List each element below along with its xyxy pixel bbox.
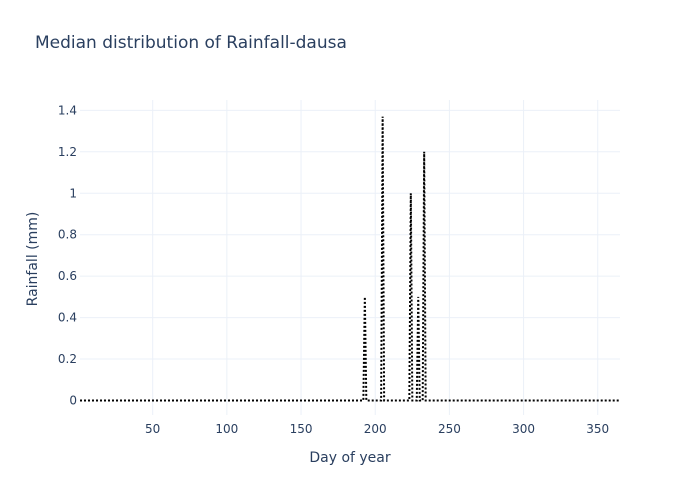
y-tick-label: 1.4	[58, 103, 77, 117]
y-tick-label: 0.6	[58, 269, 77, 283]
tick-layer: 50 100 150 200 250 300 350 0 0.2 0.4 0.6 0.8 1 1.2 1.4	[58, 103, 609, 436]
grid-layer	[80, 100, 620, 415]
y-tick-label: 0.8	[58, 228, 77, 242]
line-layer	[80, 116, 620, 402]
x-tick-label: 200	[364, 422, 387, 436]
x-tick-label: 150	[290, 422, 313, 436]
rainfall-series-line	[80, 116, 620, 402]
y-axis-title: Rainfall (mm)	[25, 212, 41, 307]
x-axis-title: Day of year	[309, 450, 391, 466]
y-tick-label: 0.4	[58, 311, 77, 325]
y-tick-label: 1	[69, 186, 77, 200]
y-tick-label: 0.2	[58, 352, 77, 366]
x-tick-label: 250	[438, 422, 461, 436]
y-tick-label: 1.2	[58, 145, 77, 159]
x-tick-label: 350	[586, 422, 609, 436]
y-tick-label: 0	[69, 393, 77, 407]
x-tick-label: 100	[215, 422, 238, 436]
chart-title: Median distribution of Rainfall-dausa	[35, 33, 347, 53]
x-tick-label: 50	[145, 422, 160, 436]
x-tick-label: 300	[512, 422, 535, 436]
